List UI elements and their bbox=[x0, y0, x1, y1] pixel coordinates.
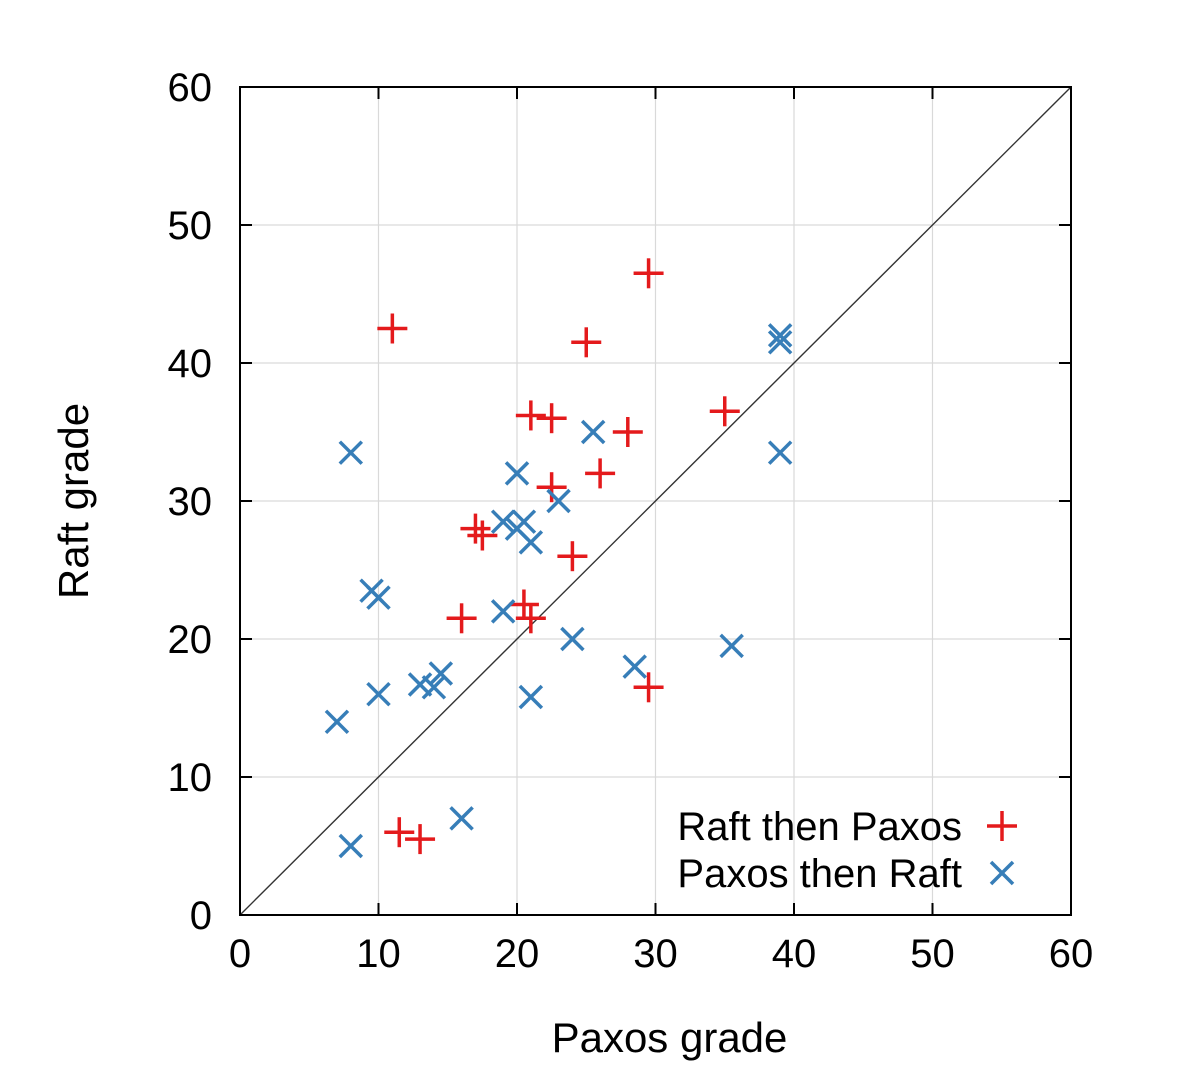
y-tick-label: 30 bbox=[168, 480, 213, 524]
marker-stroke bbox=[518, 684, 544, 710]
diagonal-line bbox=[239, 86, 1072, 916]
marker-stroke bbox=[518, 530, 544, 555]
y-tick-label: 40 bbox=[168, 342, 213, 386]
plus-point bbox=[633, 672, 664, 703]
cross-point bbox=[518, 684, 544, 710]
x-axis-title: Paxos grade bbox=[552, 1014, 788, 1061]
marker-stroke bbox=[580, 419, 606, 445]
cross-point bbox=[490, 599, 516, 624]
y-tick-label: 60 bbox=[168, 66, 213, 110]
cross-point bbox=[366, 585, 391, 610]
cross-point bbox=[560, 626, 585, 652]
x-tick-label: 10 bbox=[356, 932, 401, 976]
cross-point bbox=[504, 461, 530, 486]
cross-point bbox=[324, 709, 350, 735]
plus-point bbox=[536, 403, 567, 434]
cross-point bbox=[366, 681, 391, 707]
marker-stroke bbox=[338, 833, 364, 859]
y-tick-label: 50 bbox=[168, 204, 213, 248]
x-tick-label: 60 bbox=[1049, 932, 1094, 976]
cross-point bbox=[767, 330, 793, 355]
plus-point bbox=[405, 824, 436, 855]
cross-point bbox=[338, 833, 364, 859]
marker-stroke bbox=[490, 509, 516, 534]
cross-point bbox=[490, 509, 516, 534]
y-tick-label: 20 bbox=[168, 618, 213, 662]
marker-stroke bbox=[511, 509, 537, 534]
marker-stroke bbox=[366, 585, 391, 610]
cross-point bbox=[622, 654, 647, 679]
marker-stroke bbox=[407, 672, 433, 697]
marker-stroke bbox=[449, 806, 474, 831]
x-tick-label: 30 bbox=[633, 932, 678, 976]
plus-point bbox=[709, 396, 740, 427]
x-tick-label: 40 bbox=[772, 932, 817, 976]
plus-point bbox=[446, 603, 477, 634]
cross-point bbox=[546, 488, 571, 514]
series-1 bbox=[377, 258, 740, 855]
cross-point bbox=[449, 806, 474, 831]
cross-point bbox=[580, 419, 606, 445]
marker-stroke bbox=[767, 330, 793, 355]
plus-point bbox=[377, 313, 408, 344]
y-tick-label: 10 bbox=[168, 756, 213, 800]
x-tick-label: 20 bbox=[495, 932, 540, 976]
marker-stroke bbox=[324, 709, 350, 735]
plus-point bbox=[571, 327, 602, 358]
cross-point bbox=[767, 440, 793, 465]
plus-point bbox=[467, 520, 498, 551]
plus-point bbox=[612, 417, 643, 447]
marker-stroke bbox=[366, 681, 391, 707]
marker-stroke bbox=[767, 440, 793, 465]
marker-stroke bbox=[421, 675, 447, 700]
cross-point bbox=[719, 633, 744, 659]
plus-point bbox=[633, 258, 664, 289]
legend-label: Paxos then Raft bbox=[677, 852, 962, 896]
marker-stroke bbox=[767, 323, 793, 348]
marker-stroke bbox=[989, 860, 1015, 886]
plus-point bbox=[515, 603, 546, 634]
x-tick-label: 0 bbox=[229, 932, 251, 976]
marker-stroke bbox=[560, 626, 585, 652]
legend-marker bbox=[987, 811, 1017, 841]
series-2 bbox=[324, 323, 793, 859]
cross-point bbox=[511, 509, 537, 534]
marker-stroke bbox=[622, 654, 647, 679]
data-points bbox=[324, 258, 793, 859]
cross-point bbox=[338, 440, 364, 465]
plus-point bbox=[384, 817, 415, 848]
plus-point bbox=[557, 541, 588, 572]
x-tick-label: 50 bbox=[910, 932, 955, 976]
cross-point bbox=[421, 675, 447, 700]
marker-stroke bbox=[504, 461, 530, 486]
plus-point bbox=[536, 472, 567, 503]
cross-point bbox=[428, 661, 454, 686]
marker-stroke bbox=[490, 599, 516, 624]
cross-point bbox=[767, 323, 793, 348]
marker-stroke bbox=[338, 440, 364, 465]
plus-point bbox=[508, 589, 539, 620]
marker-stroke bbox=[546, 488, 571, 514]
legend-label: Raft then Paxos bbox=[677, 805, 962, 849]
marker-stroke bbox=[719, 633, 744, 659]
plus-point bbox=[515, 400, 546, 431]
cross-point bbox=[518, 530, 544, 555]
axis-ticks: 0 10 20 30 40 50 60 0 10 20 30 40 50 60 bbox=[168, 66, 1094, 976]
legend-marker bbox=[989, 860, 1015, 886]
plus-point bbox=[585, 458, 616, 489]
marker-stroke bbox=[428, 661, 454, 686]
y-axis-title: Raft grade bbox=[50, 403, 97, 599]
plus-point bbox=[460, 513, 491, 544]
y-tick-label: 0 bbox=[190, 894, 212, 938]
diagonal-reference bbox=[239, 86, 1072, 916]
